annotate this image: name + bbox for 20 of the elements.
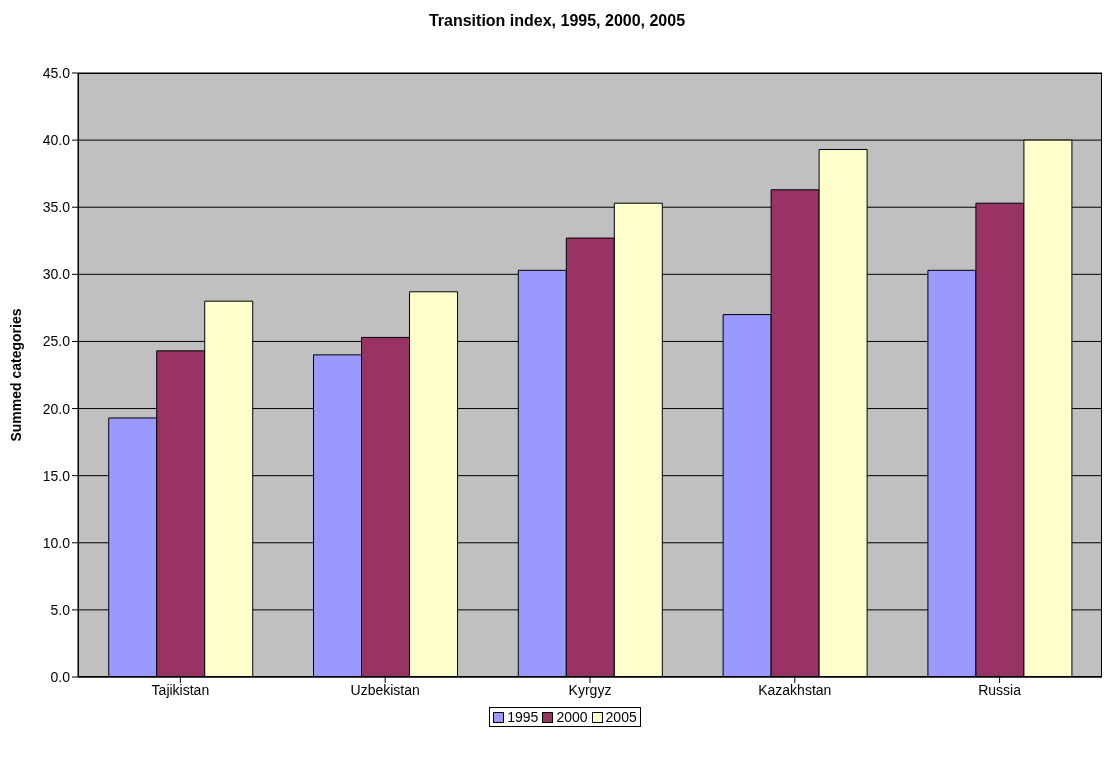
y-tick-label: 0.0 xyxy=(50,668,71,685)
x-tick-label: Uzbekistan xyxy=(350,681,420,698)
y-tick-label: 15.0 xyxy=(42,467,71,484)
chart-title: Transition index, 1995, 2000, 2005 xyxy=(427,12,687,30)
y-tick-label: 25.0 xyxy=(42,333,71,350)
x-tick-label: Kazakhstan xyxy=(758,681,832,698)
x-tick-label: Tajikistan xyxy=(151,681,210,698)
legend-label: 2000 xyxy=(555,709,588,725)
y-tick-label: 35.0 xyxy=(42,199,71,216)
y-tick-label: 40.0 xyxy=(42,132,71,149)
legend-label: 1995 xyxy=(506,709,539,725)
y-tick-label: 10.0 xyxy=(42,534,71,551)
legend-label: 2005 xyxy=(604,709,637,725)
x-tick-label: Russia xyxy=(978,681,1022,698)
y-tick-label: 5.0 xyxy=(50,601,71,618)
y-axis-title: Summed categories xyxy=(7,308,24,442)
y-tick-label: 30.0 xyxy=(42,266,71,283)
x-tick-label: Kyrgyz xyxy=(568,681,612,698)
y-tick-label: 45.0 xyxy=(42,64,71,81)
y-tick-label: 20.0 xyxy=(42,400,71,417)
